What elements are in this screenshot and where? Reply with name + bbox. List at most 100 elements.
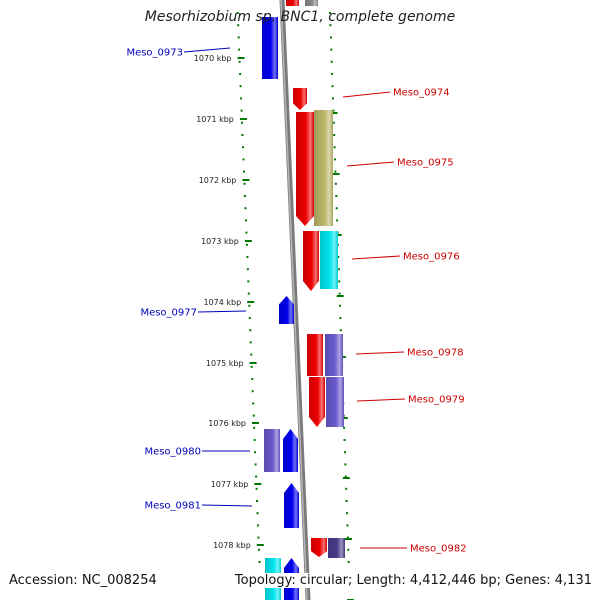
ruler-dot — [330, 60, 333, 63]
map-title: Mesorhizobium sp. BNC1, complete genome — [144, 9, 456, 25]
ruler-dot — [245, 231, 248, 234]
ruler-dot — [329, 12, 332, 14]
ruler-dot — [339, 329, 342, 332]
ruler-dot — [257, 536, 260, 539]
gene-feature — [284, 483, 299, 528]
ruler-dot — [329, 24, 332, 27]
ruler-dot — [346, 524, 349, 527]
ruler-dot — [338, 292, 341, 295]
ruler-dot — [253, 426, 256, 429]
ruler-dot — [243, 182, 246, 185]
callout-line — [197, 310, 247, 313]
ruler-dot — [337, 256, 340, 258]
ruler-dot — [332, 109, 335, 112]
gene-feature — [309, 377, 325, 427]
ruler-dot — [333, 146, 336, 149]
genome-summary-text: Topology: circular; Length: 4,412,446 bp… — [234, 573, 592, 588]
ruler-tick-label: 1072 kbp — [199, 176, 237, 185]
gene-callouts: Meso_0973 Meso_0974 Meso_0975 Meso_0976 Meso… — [126, 48, 466, 555]
ruler-dot — [336, 219, 339, 222]
gene-feature — [279, 296, 294, 324]
ruler-dot — [256, 512, 259, 515]
ruler-tick-label: 1070 kbp — [194, 54, 232, 63]
ruler-dot — [256, 500, 258, 502]
ruler-dot — [242, 146, 244, 149]
ruler-dot — [236, 12, 239, 14]
ruler-dot — [332, 121, 335, 124]
ruler-dot — [334, 170, 337, 173]
ruler-dot — [247, 292, 250, 295]
ruler-dot — [243, 170, 245, 173]
ruler-dot — [334, 182, 337, 185]
ruler-dot — [254, 451, 257, 454]
ruler-dot — [247, 280, 250, 283]
ruler-right — [329, 12, 354, 600]
ruler-major-tick — [247, 301, 255, 303]
callout-line — [356, 398, 406, 402]
ruler-dot — [250, 353, 253, 356]
ruler-dot — [237, 36, 240, 39]
ruler-dot — [332, 97, 334, 100]
gene-label: Meso_0974 — [393, 88, 450, 99]
ruler-dot — [251, 390, 254, 393]
ruler-dot — [241, 134, 244, 136]
ruler-major-tick — [244, 240, 252, 242]
gene-feature — [286, 0, 299, 6]
gene-feature — [296, 112, 314, 226]
ruler-tick-label: 1078 kbp — [213, 541, 251, 550]
ruler-dot — [346, 512, 348, 515]
ruler-dot — [238, 60, 241, 63]
ruler-dot — [250, 365, 253, 368]
ruler-major-tick — [336, 295, 344, 297]
ruler-major-tick — [254, 483, 262, 485]
ruler-left — [236, 12, 264, 588]
gene-label: Meso_0982 — [410, 544, 467, 555]
ruler-dot — [257, 524, 259, 527]
callout-line — [201, 504, 253, 507]
ruler-dot — [239, 73, 242, 75]
ruler-dot — [338, 280, 341, 283]
ruler-tick-label: 1073 kbp — [201, 237, 239, 246]
ruler-dot — [344, 463, 347, 466]
gene-feature — [293, 88, 307, 110]
ruler-dot — [343, 439, 346, 441]
genome-line — [279, 0, 311, 600]
ruler-dot — [238, 48, 241, 51]
ruler-dot — [249, 329, 252, 332]
ruler-dot — [337, 268, 340, 271]
ruler-dot — [335, 195, 338, 197]
ruler-tick-label: 1074 kbp — [203, 298, 241, 307]
ruler-dot — [237, 24, 240, 27]
ruler-dot — [240, 97, 243, 100]
gene-feature — [283, 429, 298, 472]
ruler-major-tick — [340, 417, 348, 419]
gene-label: Meso_0975 — [397, 158, 454, 169]
ruler-dot — [242, 158, 245, 161]
ruler-dot — [246, 256, 249, 258]
ruler-dot — [330, 48, 333, 51]
ruler-dot — [344, 475, 347, 478]
callout-line — [183, 47, 231, 53]
ruler-major-tick — [344, 538, 352, 540]
ruler-tick-label: 1076 kbp — [208, 419, 246, 428]
gene-label: Meso_0980 — [144, 447, 201, 458]
gene-label: Meso_0977 — [140, 308, 197, 319]
gene-feature — [314, 110, 333, 226]
ruler-dot — [251, 378, 254, 380]
ruler-dot — [258, 561, 261, 563]
genome-backbone — [279, 0, 311, 600]
callout-line — [342, 91, 391, 98]
ruler-dot — [339, 304, 341, 307]
ruler-dot — [252, 414, 255, 417]
ruler-dot — [329, 36, 332, 39]
ruler-tick-label: 1075 kbp — [206, 359, 244, 368]
ruler-major-tick — [256, 544, 264, 546]
ruler-dot — [346, 536, 349, 539]
gene-label: Meso_0973 — [126, 48, 183, 59]
ruler-dot — [254, 463, 257, 466]
ruler-dot — [331, 73, 334, 75]
ruler-dot — [248, 304, 251, 307]
gene-feature — [305, 0, 318, 6]
gene-feature — [307, 334, 323, 376]
